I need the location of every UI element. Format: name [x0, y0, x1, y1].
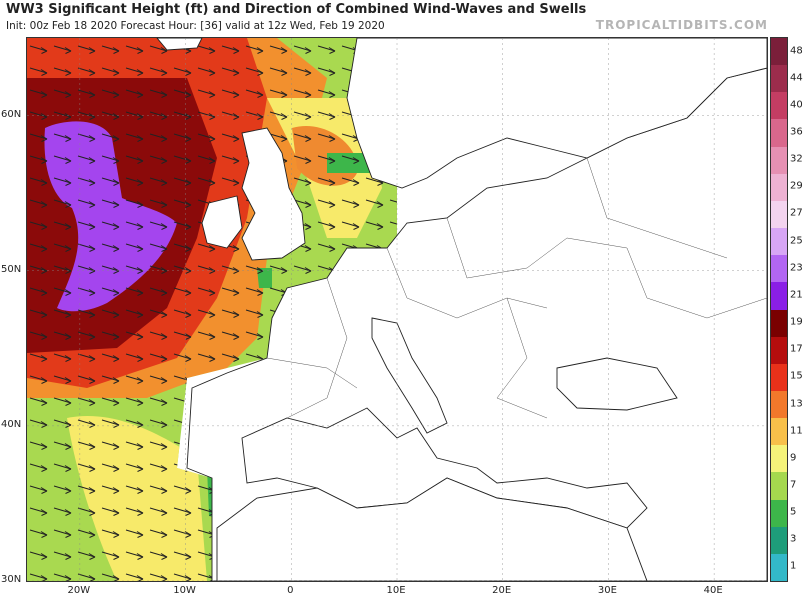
colorbar-segment [771, 526, 787, 555]
black-sea [556, 357, 678, 411]
colorbar-label: 36 [790, 126, 803, 138]
map-panel[interactable] [26, 37, 768, 582]
colorbar-segment [771, 200, 787, 229]
colorbar-label: 40 [790, 99, 803, 111]
wave-height-map [27, 38, 767, 581]
brand-watermark: TROPICALTIDBITS.COM [595, 18, 768, 32]
chart-title: WW3 Significant Height (ft) and Directio… [6, 2, 587, 17]
scandinavia [346, 38, 767, 189]
lat-label-50n: 50N [1, 263, 22, 275]
land-outlines [156, 38, 767, 581]
lon-label-30e: 30E [597, 585, 617, 596]
colorbar-label: 17 [790, 343, 803, 355]
colorbar-label: 25 [790, 235, 803, 247]
colorbar-segment [771, 173, 787, 202]
colorbar-label: 44 [790, 72, 803, 84]
colorbar-label: 48 [790, 45, 803, 57]
colorbar-label: 21 [790, 289, 803, 301]
colorbar-segment [771, 255, 787, 283]
colorbar-segment [771, 92, 787, 120]
colorbar-label: 29 [790, 180, 803, 192]
lat-label-30n: 30N [1, 574, 22, 585]
lon-label-40e: 40E [703, 585, 723, 596]
colorbar-label: 23 [790, 262, 803, 274]
colorbar-segment [771, 553, 787, 582]
colorbar-label: 13 [790, 398, 803, 410]
chart-subtitle: Init: 00z Feb 18 2020 Forecast Hour: [36… [6, 20, 385, 32]
iceland-edge [156, 38, 203, 51]
colorbar-label: 11 [790, 425, 803, 437]
colorbar-segment [771, 445, 787, 473]
colorbar-segment [771, 499, 787, 528]
colorbar-segment [771, 363, 787, 392]
colorbar-label: 7 [790, 479, 797, 491]
colorbar-label: 1 [790, 560, 797, 572]
colorbar-segment [771, 119, 787, 148]
lon-label-0: 0 [287, 585, 294, 596]
colorbar-segment [771, 65, 787, 93]
colorbar-segment [771, 146, 787, 175]
colorbar-label: 27 [790, 207, 803, 219]
ireland [201, 195, 243, 249]
lon-label-10e: 10E [386, 585, 406, 596]
colorbar-segment [771, 228, 787, 256]
country-borders [266, 157, 767, 419]
lat-label-60n: 60N [1, 108, 22, 120]
colorbar-segment [771, 418, 787, 446]
north-africa [216, 477, 648, 581]
colorbar-segment [771, 38, 787, 66]
lon-label-20w: 20W [67, 585, 91, 596]
colorbar-segment [771, 390, 787, 419]
colorbar-segment [771, 282, 787, 310]
colorbar-label: 15 [790, 370, 803, 382]
colorbar-label: 5 [790, 506, 797, 518]
colorbar-label: 19 [790, 316, 803, 328]
colorbar-label: 9 [790, 452, 797, 464]
lat-lon-grid [27, 38, 767, 581]
colorbar-segment [771, 472, 787, 501]
great-britain [241, 127, 306, 261]
italy [371, 317, 448, 434]
colorbar-label: 32 [790, 153, 803, 165]
colorbar-label: 3 [790, 533, 797, 545]
lon-label-20e: 20E [492, 585, 512, 596]
colorbar-segment [771, 336, 787, 365]
lon-label-10w: 10W [173, 585, 196, 596]
colorbar [770, 37, 788, 582]
colorbar-segment [771, 309, 787, 338]
lat-label-40n: 40N [1, 418, 22, 430]
